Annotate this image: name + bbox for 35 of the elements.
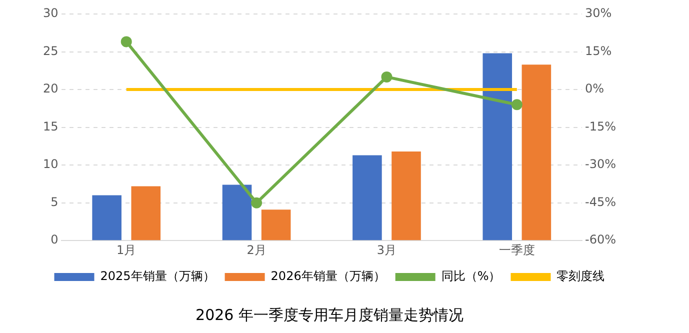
legend-label: 同比（%） [441,269,501,284]
y2-tick-label: -45% [585,194,616,209]
y-tick-label: 30 [42,6,58,20]
y2-tick-label: -15% [585,119,616,134]
y2-tick-label: -60% [585,232,616,247]
y-tick-label: 25 [42,44,58,58]
point [511,99,522,110]
x-tick-label: 2月 [246,242,266,257]
y2-tick-label: 0% [585,82,604,96]
x-tick-label: 3月 [376,242,397,257]
point [251,197,262,208]
point [381,71,392,82]
y-tick-label: 0 [50,232,58,247]
bar [92,195,122,240]
bar [522,64,552,240]
bar [392,151,421,240]
y-tick-label: 10 [42,157,58,172]
x-tick-label: 1月 [116,242,136,257]
bar [352,155,382,240]
legend-label: 零刻度线 [556,269,605,284]
bar [222,184,252,240]
bar [261,210,291,240]
y-tick-label: 5 [50,194,58,209]
legend-label: 2025年销量（万辆） [100,269,215,284]
bar [131,186,161,240]
y-tick-label: 20 [42,82,58,96]
text: 2026 年一季度专用车月度销量走势情况 [196,306,464,324]
legend-label: 2026年销量（万辆） [270,269,386,284]
y2-tick-label: 15% [585,44,612,58]
bar [482,53,512,240]
y2-tick-label: 30% [585,6,612,20]
x-tick-label: 一季度 [498,242,535,257]
y-tick-label: 15 [42,119,58,134]
point [120,36,132,48]
y2-tick-label: -30% [585,157,616,172]
